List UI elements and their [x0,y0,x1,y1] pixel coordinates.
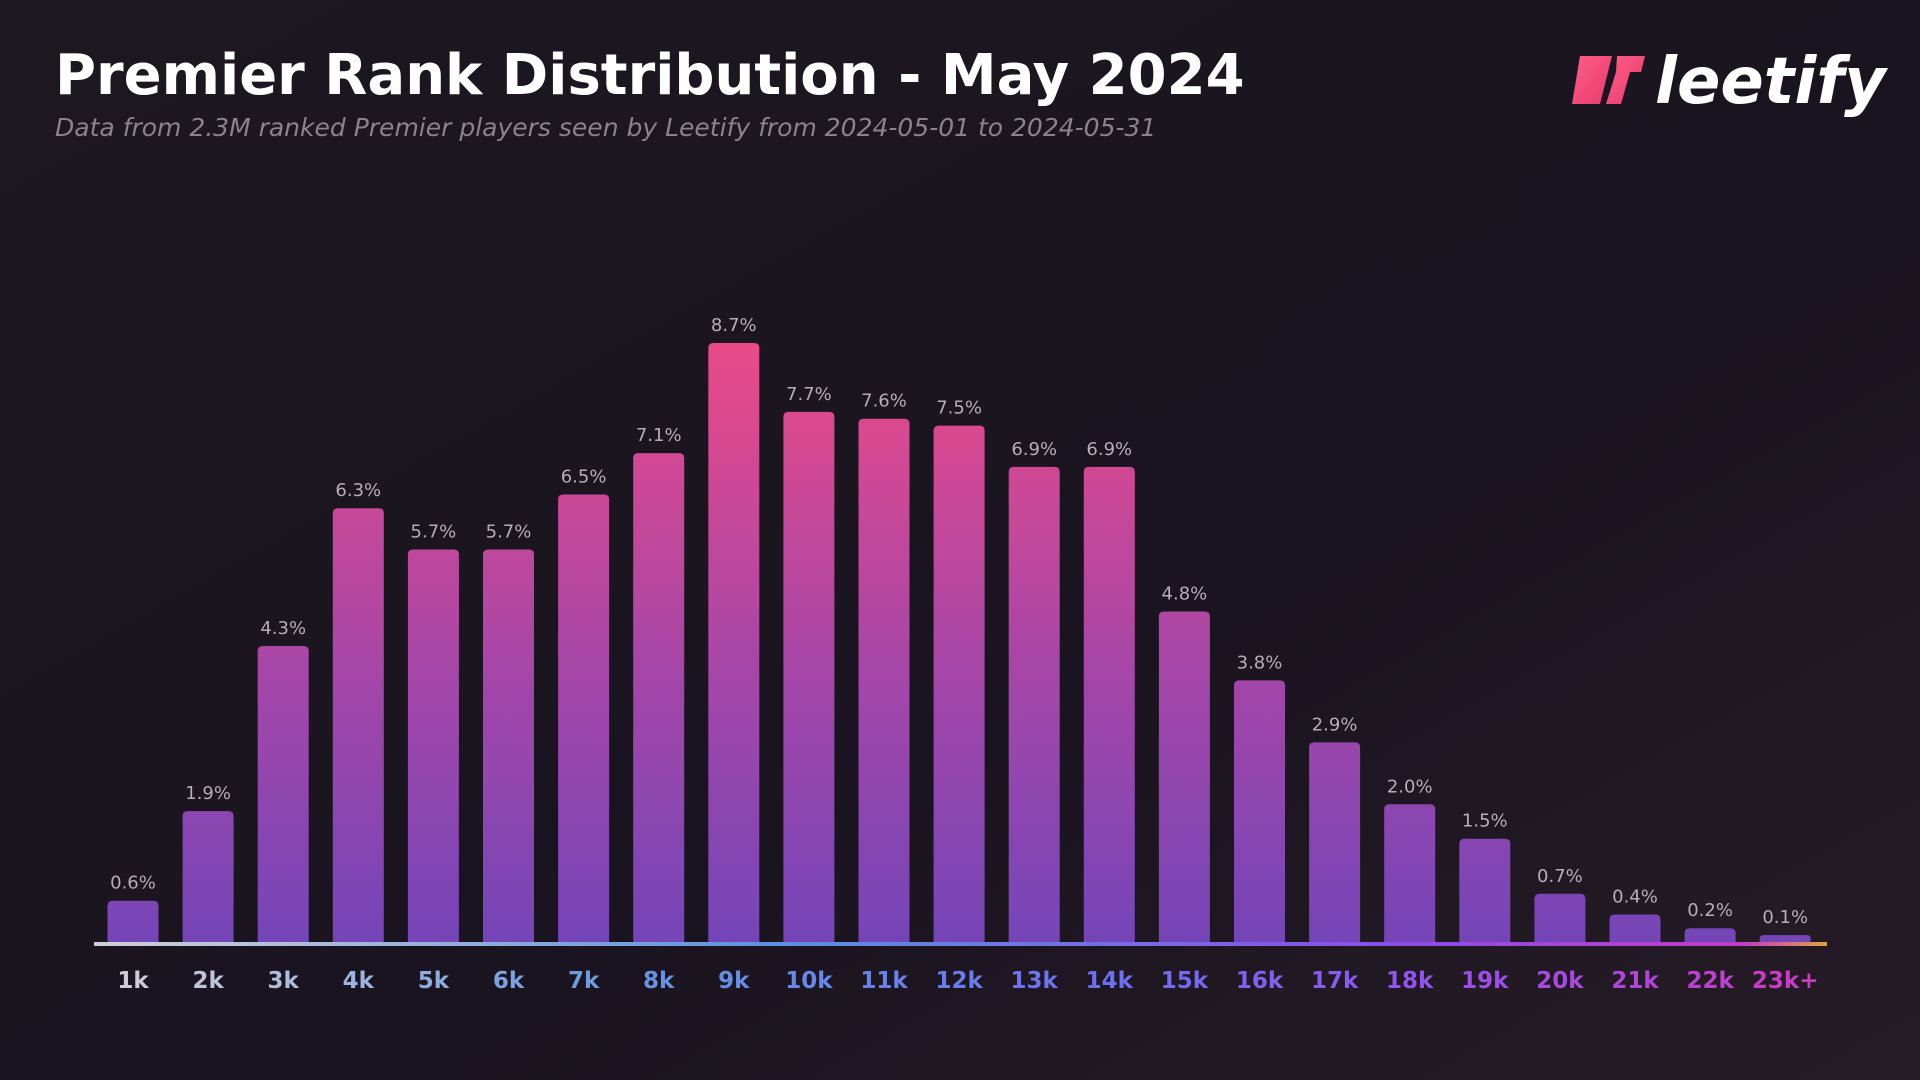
value-label: 5.7% [486,522,532,543]
x-tick-label: 2k [192,968,224,994]
value-label: 4.8% [1162,584,1208,605]
bar [783,411,835,942]
value-label: 6.9% [1086,439,1132,460]
value-label: 4.3% [260,618,306,639]
x-tick-label: 15k [1161,968,1209,994]
value-label: 0.7% [1537,866,1583,887]
bar [1309,742,1361,942]
bar [1158,611,1210,942]
value-label: 7.5% [936,398,982,419]
x-tick-label: 7k [568,968,600,994]
x-tick-label: 16k [1236,968,1284,994]
bar [708,343,760,942]
x-tick-label: 1k [117,968,149,994]
bar [257,645,309,942]
chart-title: Premier Rank Distribution - May 2024 [55,43,1245,108]
x-tick-label: 13k [1011,968,1059,994]
bar [1234,680,1285,942]
value-label: 0.6% [110,873,156,894]
value-label: 8.7% [711,315,757,336]
bar [1459,838,1511,942]
value-label: 2.0% [1387,776,1433,797]
x-tick-label: 14k [1086,968,1134,994]
chart-subtitle: Data from 2.3M ranked Premier players se… [55,113,1156,142]
bar [332,508,384,942]
x-tick-label: 8k [643,968,675,994]
x-tick-label: 12k [935,968,983,994]
bar [1759,935,1811,942]
x-tick-label: 18k [1386,968,1434,994]
bar [1534,893,1586,942]
logo-text: leetify [1655,45,1888,119]
x-tick-label: 3k [268,968,300,994]
value-label: 6.5% [561,466,607,487]
value-label: 0.2% [1687,900,1733,921]
x-tick-label: 6k [493,968,525,994]
x-tick-label: 9k [718,968,750,994]
value-label: 2.9% [1312,714,1358,735]
bar [858,418,910,943]
x-tick-label: 4k [343,968,375,994]
value-label: 0.1% [1762,907,1808,928]
value-label: 6.3% [335,480,381,501]
bar [1684,928,1736,942]
bar [558,494,610,942]
value-label: 7.7% [786,384,832,405]
x-tick-label: 22k [1686,968,1734,994]
x-axis [94,942,1827,946]
bar [107,900,159,942]
value-label: 7.1% [636,425,682,446]
value-label: 1.5% [1462,811,1508,832]
value-label: 6.9% [1011,439,1057,460]
bar [1083,466,1135,942]
value-label: 1.9% [185,783,231,804]
x-tick-label: 5k [418,968,450,994]
bar [633,453,685,942]
value-label: 0.4% [1612,886,1658,907]
x-tick-label: 19k [1461,968,1509,994]
x-tick-label: 11k [860,968,908,994]
x-tick-label: 10k [785,968,833,994]
x-tick-label: 17k [1311,968,1359,994]
bar [483,549,534,942]
logo-icon [1572,56,1645,104]
bar [933,425,985,942]
bar [1609,914,1661,942]
x-tick-label: 21k [1611,968,1659,994]
bar [1008,466,1060,942]
x-tick-label: 23k+ [1752,968,1819,994]
x-tick-label: 20k [1536,968,1584,994]
bar [182,811,234,942]
value-label: 3.8% [1237,652,1283,673]
bar [407,549,459,942]
bar [1384,804,1436,942]
value-label: 5.7% [411,522,457,543]
value-label: 7.6% [861,391,907,412]
